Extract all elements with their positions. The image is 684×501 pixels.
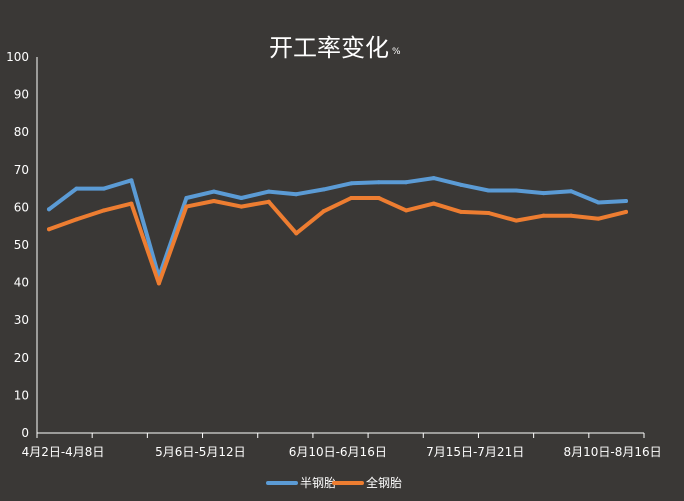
legend-label-2: 全钢胎 <box>366 475 402 490</box>
y-axis: 0 10 20 30 40 50 60 70 80 90 100 <box>6 50 38 440</box>
series-2-point <box>184 204 189 209</box>
x-tick-label: 6月10日-6月16日 <box>289 445 387 459</box>
series-line-2 <box>47 196 628 286</box>
x-tick-label: 8月10日-8月16日 <box>563 445 661 459</box>
series-1-point <box>569 189 574 194</box>
series-2-point <box>404 208 409 213</box>
series-1-point <box>624 199 628 204</box>
series-2-point <box>211 199 216 204</box>
y-tick-label: 30 <box>14 313 29 327</box>
series-2-point <box>624 209 628 214</box>
series-2-point <box>486 211 491 216</box>
series-2-point <box>349 196 354 200</box>
series-1-point <box>184 196 189 200</box>
series-2-point <box>541 213 546 218</box>
series-2-point <box>431 201 436 206</box>
series-2-point <box>156 281 161 286</box>
legend: 半钢胎 全钢胎 <box>266 475 402 490</box>
series-2-point <box>376 196 381 200</box>
y-tick-label: 10 <box>14 388 29 402</box>
x-tick-label: 7月15日-7月21日 <box>426 445 524 459</box>
series-2-point <box>596 216 601 221</box>
series-1-point <box>74 186 79 191</box>
y-tick-label: 20 <box>14 351 29 365</box>
y-tick-label: 60 <box>14 200 29 214</box>
series-2-point <box>239 204 244 209</box>
series-2-point <box>101 208 106 213</box>
y-tick-label: 80 <box>14 125 29 139</box>
series-1-point <box>404 180 409 185</box>
series-1-point <box>239 196 244 200</box>
series-1-point <box>266 189 271 194</box>
series-2-point <box>321 209 326 214</box>
x-tick-label: 4月2日-4月8日 <box>22 445 105 459</box>
series-1-point <box>101 186 106 191</box>
series-1-point <box>541 191 546 196</box>
y-tick-label: 70 <box>14 163 29 177</box>
series-2-point <box>514 218 519 223</box>
series-layer <box>47 176 628 286</box>
series-1-point <box>349 181 354 186</box>
y-tick-label: 90 <box>14 88 29 102</box>
series-2-point <box>459 209 464 214</box>
y-tick-label: 50 <box>14 238 29 252</box>
series-1-point <box>376 180 381 185</box>
legend-label-1: 半钢胎 <box>300 476 336 490</box>
chart-title-unit: % <box>392 47 401 57</box>
x-axis: 4月2日-4月8日 5月6日-5月12日 6月10日-6月16日 7月15日-7月21… <box>22 432 662 459</box>
series-2-point <box>129 201 134 206</box>
series-1-point <box>514 188 519 193</box>
series-2-point <box>74 217 79 222</box>
series-1-point <box>486 188 491 193</box>
y-tick-label: 100 <box>6 50 29 64</box>
series-1-point <box>294 192 299 197</box>
series-2-point <box>266 199 271 204</box>
series-1-point <box>129 178 134 183</box>
series-line-1 <box>47 176 628 279</box>
series-1-point <box>211 189 216 194</box>
y-tick-label: 40 <box>14 276 29 290</box>
series-2-point <box>47 227 51 232</box>
series-1-point <box>459 182 464 187</box>
series-2-point <box>569 213 574 218</box>
x-tick-label: 5月6日-5月12日 <box>155 445 246 459</box>
series-2-point <box>294 231 299 236</box>
y-tick-label: 0 <box>21 426 29 440</box>
series-1-point <box>47 207 51 212</box>
series-1-point <box>321 187 326 192</box>
series-1-point <box>596 200 601 205</box>
series-1-point <box>431 176 436 181</box>
chart-title: 开工率变化 <box>269 34 389 62</box>
